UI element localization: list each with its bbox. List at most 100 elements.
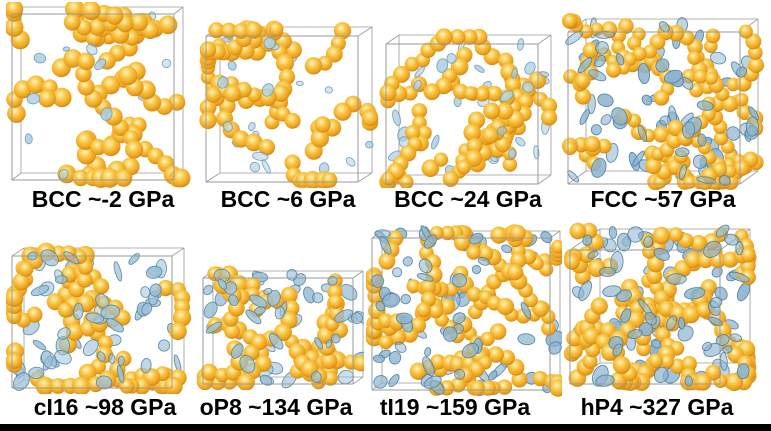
isosurface-blob — [461, 342, 480, 359]
isosurface-blob — [655, 58, 670, 73]
isosurface-blob — [610, 251, 624, 274]
atom-sphere — [157, 279, 174, 297]
isosurface-blob — [709, 51, 727, 65]
isosurface-blob — [418, 258, 433, 274]
atom-sphere — [423, 83, 441, 101]
atom-sphere — [378, 252, 396, 270]
atom-sphere — [486, 85, 503, 102]
atom-sphere — [442, 170, 459, 187]
isosurface-blob — [469, 232, 484, 245]
isosurface-blob — [94, 58, 107, 71]
box-edge — [352, 270, 364, 279]
isosurface-blob — [311, 371, 322, 383]
atom-sphere — [420, 278, 437, 295]
box-front-edges — [205, 35, 359, 183]
isosurface-blob — [286, 269, 298, 281]
atom-sphere — [541, 320, 557, 336]
panel-ci16-98 — [6, 242, 192, 394]
isosurface-blob — [496, 126, 507, 136]
isosurface-blob — [345, 157, 356, 167]
isosurface-blob — [632, 150, 645, 167]
isosurface-blob — [324, 86, 333, 94]
isosurface-blobs-front — [12, 249, 171, 391]
atom-sphere — [725, 373, 744, 391]
atom-sphere — [574, 88, 592, 105]
isosurface-blob — [30, 285, 50, 297]
isosurface-blob — [452, 312, 466, 324]
atom-sphere — [696, 302, 712, 318]
atom-spheres — [199, 20, 379, 188]
atom-sphere — [200, 363, 218, 381]
isosurface-blob — [414, 66, 425, 78]
isosurface-blob — [474, 64, 485, 73]
atom-sphere — [659, 354, 675, 369]
atom-sphere — [438, 298, 456, 315]
atom-sphere — [653, 90, 670, 106]
atom-sphere — [6, 352, 23, 369]
isosurface-blob — [587, 250, 599, 260]
isosurface-blob — [577, 57, 593, 74]
isosurface-blob — [637, 62, 651, 85]
isosurface-blob — [230, 343, 244, 359]
atom-sphere — [284, 154, 301, 171]
atom-sphere — [713, 130, 729, 146]
isosurface-blob — [117, 355, 125, 366]
atom-sphere — [199, 41, 217, 58]
atom-sphere — [667, 119, 684, 137]
atom-sphere — [77, 52, 95, 71]
isosurface-blob — [591, 157, 607, 178]
atom-sphere — [224, 323, 240, 339]
atom-sphere — [57, 302, 73, 318]
atom-sphere — [582, 353, 598, 369]
isosurface-blob — [261, 83, 274, 97]
atom-sphere — [496, 102, 514, 120]
atom-sphere — [693, 69, 708, 84]
isosurface-blob — [701, 341, 712, 352]
isosurface-blob — [58, 168, 69, 180]
isosurface-blob — [726, 126, 741, 141]
isosurface-blob — [248, 122, 256, 132]
isosurface-blob — [643, 235, 654, 248]
box-edge — [537, 174, 552, 185]
isosurface-blob — [394, 341, 407, 353]
isosurface-blob — [416, 273, 434, 282]
isosurface-blob — [722, 345, 733, 354]
atom-sphere — [284, 112, 301, 129]
atom-sphere — [171, 168, 191, 188]
box-front-edges — [202, 277, 354, 385]
isosurface-blobs-front — [217, 37, 374, 174]
atom-sphere — [704, 71, 718, 85]
isosurface-blob — [100, 107, 113, 121]
atom-sphere — [258, 139, 275, 156]
atom-sphere — [114, 169, 133, 187]
atom-sphere — [321, 172, 338, 188]
atom-sphere — [125, 140, 144, 159]
isosurface-blob — [413, 79, 422, 91]
isosurface-blob — [41, 350, 57, 370]
isosurface-blob — [424, 347, 432, 357]
isosurface-blob — [446, 53, 457, 64]
isosurface-blob — [539, 71, 550, 77]
isosurface-blob — [595, 41, 609, 55]
isosurface-blob — [227, 60, 237, 71]
box-edge — [357, 172, 373, 183]
atom-sphere — [569, 222, 587, 240]
isosurface-blob — [451, 273, 468, 288]
isosurface-blob — [736, 363, 750, 380]
isosurface-blob — [608, 226, 618, 239]
isosurface-blob — [149, 283, 162, 297]
box-front-edges — [385, 43, 539, 185]
isosurface-blob — [611, 107, 628, 126]
isosurface-blob — [128, 253, 140, 265]
atom-sphere — [683, 175, 697, 189]
atom-sphere — [50, 378, 66, 394]
atom-sphere — [430, 354, 446, 370]
box-edge — [385, 34, 400, 45]
isosurface-blob — [442, 326, 458, 342]
atom-spheres — [379, 28, 558, 188]
atom-sphere — [310, 129, 329, 148]
isosurface-blob — [32, 339, 47, 351]
isosurface-blob — [254, 306, 266, 315]
isosurface-blobs-front — [565, 21, 759, 186]
atom-sphere — [502, 157, 518, 172]
